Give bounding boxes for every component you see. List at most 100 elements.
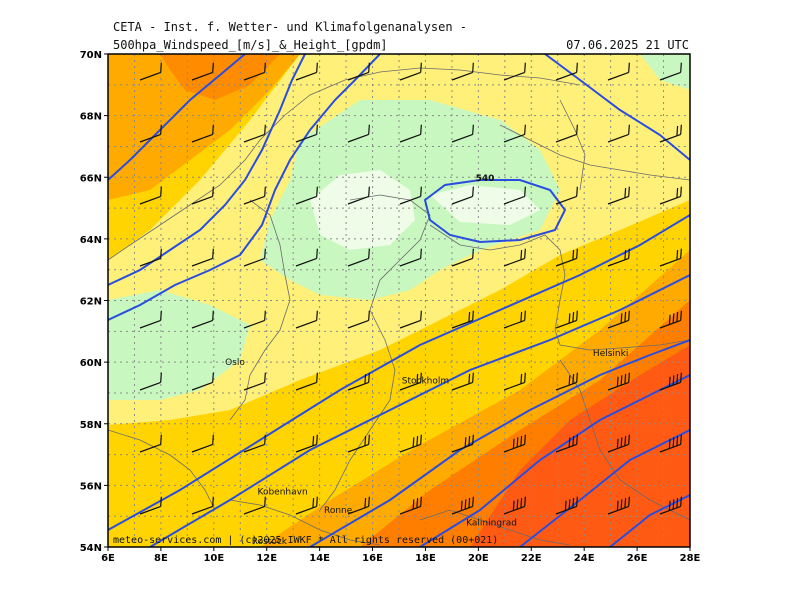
wind-barb bbox=[555, 496, 578, 515]
wind-barb bbox=[139, 372, 162, 391]
latitude-tick-label: 68N bbox=[80, 112, 102, 123]
wind-barb bbox=[607, 62, 630, 81]
latitude-tick-label: 64N bbox=[80, 235, 102, 246]
city-label: Helsinki bbox=[593, 349, 628, 359]
wind-barb bbox=[347, 434, 370, 453]
wind-barb bbox=[607, 434, 630, 453]
wind-barb bbox=[503, 496, 526, 515]
wind-barb bbox=[451, 434, 474, 453]
wind-barb bbox=[139, 496, 162, 515]
wind-barb bbox=[607, 124, 630, 143]
wind-barb bbox=[503, 248, 526, 267]
wind-barb bbox=[555, 248, 578, 267]
wind-barb bbox=[451, 496, 474, 515]
wind-barb bbox=[555, 62, 578, 81]
wind-barb bbox=[295, 248, 318, 267]
wind-barb bbox=[607, 372, 630, 391]
wind-barb bbox=[295, 124, 318, 143]
wind-barb bbox=[399, 310, 422, 329]
wind-barb bbox=[659, 124, 682, 143]
wind-barb bbox=[399, 248, 422, 267]
wind-barb bbox=[659, 310, 682, 329]
city-label: Oslo bbox=[225, 358, 245, 368]
wind-barb bbox=[659, 372, 682, 391]
wind-barb bbox=[451, 248, 474, 267]
wind-barb bbox=[659, 62, 682, 81]
wind-barb bbox=[347, 248, 370, 267]
graticule bbox=[108, 54, 690, 547]
wind-barb bbox=[295, 62, 318, 81]
wind-barb bbox=[659, 496, 682, 515]
wind-barb bbox=[243, 372, 266, 391]
wind-barb bbox=[607, 310, 630, 329]
wind-area-nw-orange bbox=[108, 54, 300, 200]
wind-area-very-light bbox=[310, 170, 415, 250]
latitude-tick-label: 62N bbox=[80, 297, 102, 308]
city-label: Kaliningrad bbox=[466, 518, 517, 528]
wind-barb bbox=[243, 124, 266, 143]
height-contour bbox=[108, 54, 246, 181]
wind-barb bbox=[139, 434, 162, 453]
longitude-tick-label: 20E bbox=[468, 553, 489, 564]
wind-barb bbox=[347, 124, 370, 143]
wind-barb bbox=[607, 496, 630, 515]
wind-barb bbox=[607, 186, 630, 205]
wind-barb bbox=[555, 372, 578, 391]
wind-barb bbox=[243, 186, 266, 205]
wind-barb bbox=[399, 186, 422, 205]
city-labels: Oslo Stockholm Helsinki Kobenhavn Ronne Kalin… bbox=[225, 349, 628, 547]
latitude-tick-label: 60N bbox=[80, 358, 102, 369]
wind-barb bbox=[451, 372, 474, 391]
field-title: 500hpa_Windspeed_[m/s]_&_Height_[gpdm] bbox=[113, 38, 388, 52]
wind-barb bbox=[139, 124, 162, 143]
city-label: Ronne bbox=[324, 506, 353, 516]
wind-area-nw-dark bbox=[160, 54, 280, 100]
wind-barb bbox=[347, 372, 370, 391]
wind-barb bbox=[451, 62, 474, 81]
height-contour bbox=[309, 339, 690, 547]
height-contour bbox=[609, 494, 690, 547]
wind-barb bbox=[243, 248, 266, 267]
longitude-tick-label: 26E bbox=[627, 553, 648, 564]
wind-barb bbox=[659, 434, 682, 453]
longitude-tick-label: 8E bbox=[154, 553, 168, 564]
wind-barb bbox=[191, 310, 214, 329]
latitude-axis: 54N 56N 58N 60N 62N 64N 66N 68N 70N bbox=[80, 50, 108, 554]
height-contour bbox=[108, 54, 381, 321]
wind-barb bbox=[139, 62, 162, 81]
wind-area-max bbox=[470, 345, 690, 547]
wind-barb bbox=[503, 434, 526, 453]
wind-barb bbox=[399, 62, 422, 81]
wind-barb bbox=[347, 186, 370, 205]
wind-barb bbox=[503, 124, 526, 143]
wind-barb bbox=[295, 310, 318, 329]
wind-barb bbox=[607, 248, 630, 267]
wind-barbs bbox=[139, 62, 682, 515]
valid-time: 07.06.2025 21 UTC bbox=[566, 38, 689, 52]
height-contour bbox=[149, 274, 690, 547]
wind-barb bbox=[503, 372, 526, 391]
wind-barb bbox=[555, 186, 578, 205]
wind-barb bbox=[243, 496, 266, 515]
wind-barb bbox=[399, 372, 422, 391]
longitude-tick-label: 16E bbox=[362, 553, 383, 564]
copyright-footer: meteo-services.com | (c)2025 IWKF * All … bbox=[113, 535, 498, 546]
wind-barb bbox=[191, 62, 214, 81]
city-label: Rostock bbox=[252, 537, 288, 547]
wind-barb bbox=[451, 186, 474, 205]
longitude-tick-label: 18E bbox=[415, 553, 436, 564]
contour-label: 540 bbox=[476, 174, 495, 184]
wind-barb bbox=[555, 310, 578, 329]
wind-barb bbox=[191, 496, 214, 515]
wind-barb bbox=[243, 434, 266, 453]
wind-barb bbox=[399, 124, 422, 143]
longitude-tick-label: 22E bbox=[521, 553, 542, 564]
coastlines bbox=[108, 67, 690, 546]
longitude-tick-label: 12E bbox=[256, 553, 277, 564]
city-label: Kobenhavn bbox=[258, 488, 308, 498]
wind-barb bbox=[347, 496, 370, 515]
longitude-tick-label: 6E bbox=[101, 553, 115, 564]
wind-barb bbox=[139, 310, 162, 329]
wind-barb bbox=[451, 124, 474, 143]
wind-barb bbox=[139, 186, 162, 205]
